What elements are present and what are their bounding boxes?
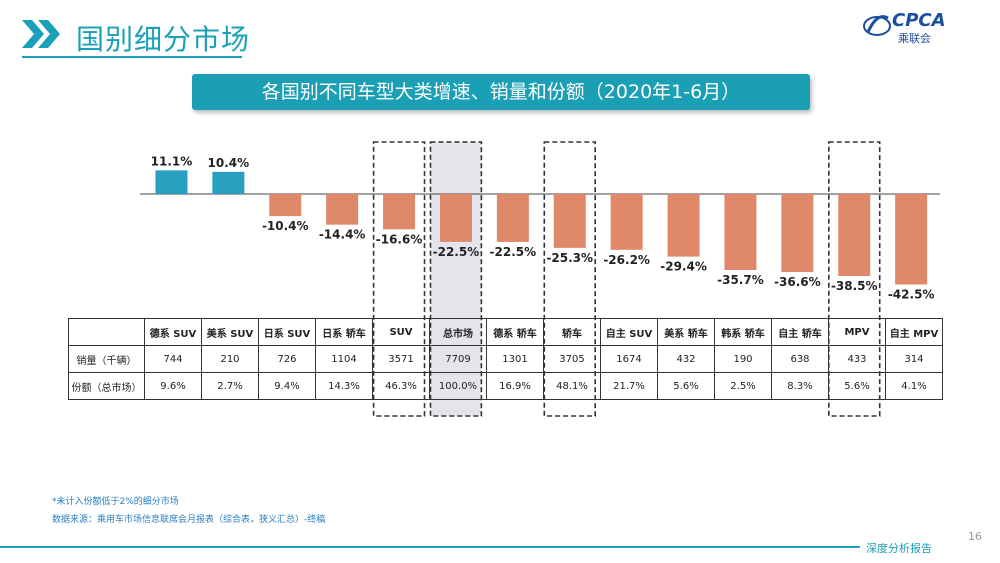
- table-cell: 726: [258, 345, 316, 373]
- table-cell: 744: [144, 345, 202, 373]
- table-cell: 14.3%: [315, 372, 373, 400]
- bar: [155, 170, 188, 194]
- highlight-box: [543, 141, 596, 417]
- bar: [439, 194, 472, 242]
- page-title: 国别细分市场: [76, 23, 251, 56]
- bar-value-label: -26.2%: [603, 253, 650, 267]
- table-header-cell: 德系 轿车: [486, 318, 544, 346]
- table-cell: 9.4%: [258, 372, 316, 400]
- table-row: 份额（总市场） 9.6% 2.7% 9.4% 14.3% 46.3% 100.0% 16.9%…: [68, 372, 943, 400]
- highlight-box: [372, 141, 426, 417]
- table-header-cell: 德系 SUV: [144, 318, 202, 346]
- table-cell: 432: [657, 345, 715, 373]
- table-row-label: 销量（千辆）: [68, 345, 145, 373]
- table-cell: 210: [201, 345, 259, 373]
- bar-value-label: -22.5%: [490, 245, 537, 259]
- table-header-cell: 韩系 轿车: [714, 318, 772, 346]
- bar: [838, 194, 871, 277]
- table-header-cell: 美系 轿车: [657, 318, 715, 346]
- table-cell: 190: [714, 345, 772, 373]
- bar-value-label: -42.5%: [888, 288, 935, 302]
- table-header-cell: SUV: [372, 318, 430, 346]
- table-cell: 314: [885, 345, 943, 373]
- bar: [553, 194, 586, 248]
- bar-value-label: -29.4%: [660, 260, 707, 274]
- bar-value-label: 11.1%: [151, 154, 193, 168]
- bar: [212, 171, 245, 194]
- table-cell: 2.7%: [201, 372, 259, 400]
- header: 国别细分市场: [22, 14, 982, 60]
- table-corner-cell: [68, 318, 145, 346]
- table-cell: 1104: [315, 345, 373, 373]
- bar-value-label: -16.6%: [376, 232, 423, 246]
- table-cell: 48.1%: [543, 372, 601, 400]
- table-cell: 8.3%: [771, 372, 829, 400]
- report-tag: 深度分析报告: [866, 542, 932, 555]
- table-cell: 9.6%: [144, 372, 202, 400]
- highlight-box: [827, 141, 881, 417]
- bar-value-label: -10.4%: [262, 219, 309, 233]
- table-header-cell: MPV: [828, 318, 886, 346]
- table-row: 销量（千辆） 744 210 726 1104 3571 7709 1301 3705 1674 4…: [68, 345, 943, 373]
- bar: [895, 194, 928, 285]
- bar-value-label: -25.3%: [546, 251, 593, 265]
- chevron-right-icon: [22, 20, 60, 48]
- table-row-label: 份额（总市场）: [68, 372, 145, 400]
- data-source: 数据来源：乘用车市场信息联席会月报表（综合表，狭义汇总）-终稿: [52, 515, 326, 525]
- table-cell: 1674: [600, 345, 658, 373]
- table-header-cell: 日系 轿车: [315, 318, 373, 346]
- bar-value-label: -38.5%: [831, 279, 878, 293]
- logo-text: CPCA: [892, 10, 946, 31]
- data-table: 德系 SUV 美系 SUV 日系 SUV 日系 轿车 SUV 总市场 德系 轿车 轿车 自主 S…: [68, 318, 943, 400]
- logo-icon: [863, 15, 891, 36]
- table-header-cell: 轿车: [543, 318, 601, 346]
- bar: [269, 194, 302, 217]
- table-cell: 46.3%: [372, 372, 430, 400]
- table-header-cell: 美系 SUV: [201, 318, 259, 346]
- bars-layer: [155, 170, 928, 285]
- bar: [383, 194, 416, 230]
- table-cell: 21.7%: [600, 372, 658, 400]
- bar-value-label: 10.4%: [208, 156, 250, 170]
- table-header-cell: 总市场: [429, 318, 487, 346]
- table-header-cell: 自主 MPV: [885, 318, 943, 346]
- bar-value-label: -22.5%: [433, 245, 480, 259]
- bar: [724, 194, 757, 271]
- bar-value-label: -36.6%: [774, 275, 821, 289]
- table-header-cell: 日系 SUV: [258, 318, 316, 346]
- table-cell: 2.5%: [714, 372, 772, 400]
- bar: [667, 194, 700, 257]
- bar: [610, 194, 643, 250]
- table-cell: 4.1%: [885, 372, 943, 400]
- chart-title-banner: 各国别不同车型大类增速、销量和份额（2020年1-6月）: [192, 74, 810, 110]
- table-cell: 3571: [372, 345, 430, 373]
- page-number: 16: [968, 530, 982, 543]
- bar-value-label: -35.7%: [717, 273, 764, 287]
- table-cell: 100.0%: [429, 372, 487, 400]
- title-underline: [22, 56, 242, 58]
- table-cell: 1301: [486, 345, 544, 373]
- table-header-cell: 自主 SUV: [600, 318, 658, 346]
- table-header-cell: 自主 轿车: [771, 318, 829, 346]
- table-cell: 5.6%: [657, 372, 715, 400]
- logo-subtitle: 乘联会: [898, 32, 931, 45]
- table-cell: 16.9%: [486, 372, 544, 400]
- table-cell: 7709: [429, 345, 487, 373]
- table-cell: 3705: [543, 345, 601, 373]
- labels-layer: 11.1% 10.4% -10.4% -14.4% -16.6% -22.5% -22.5%…: [151, 154, 935, 301]
- bar-value-label: -14.4%: [319, 228, 366, 242]
- footnote: *未计入份额低于2%的细分市场: [52, 497, 179, 507]
- footer-line: [0, 546, 860, 548]
- table-header-row: 德系 SUV 美系 SUV 日系 SUV 日系 轿车 SUV 总市场 德系 轿车 轿车 自主 S…: [68, 318, 943, 346]
- table-cell: 433: [828, 345, 886, 373]
- bar: [781, 194, 814, 272]
- bar: [496, 194, 529, 242]
- table-cell: 638: [771, 345, 829, 373]
- logo: CPCA 乘联会: [862, 8, 972, 48]
- table-cell: 5.6%: [828, 372, 886, 400]
- bar: [326, 194, 359, 225]
